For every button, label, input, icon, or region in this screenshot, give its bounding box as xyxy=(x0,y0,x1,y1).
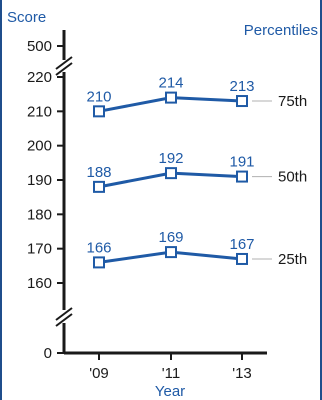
y-tick-label: 220 xyxy=(27,69,52,86)
y-tick-label: 190 xyxy=(27,172,52,189)
data-point-marker xyxy=(93,105,105,118)
data-point-marker xyxy=(165,246,177,259)
x-tick-label: '09 xyxy=(89,365,109,382)
data-label: 167 xyxy=(229,236,254,253)
x-tick-label: '11 xyxy=(162,365,180,382)
series-0: 210 214 213 75th xyxy=(86,75,307,118)
break-slash xyxy=(55,62,73,76)
y-tick-label: 200 xyxy=(27,138,52,155)
x-tick-label: '13 xyxy=(232,365,252,382)
y-tick-label: 170 xyxy=(27,241,52,258)
y-tick-label: 0 xyxy=(44,345,52,362)
data-label: 210 xyxy=(86,88,111,105)
y-axis-title: Score xyxy=(7,9,46,26)
axis-break-icon xyxy=(55,307,73,327)
y-tick-label: 500 xyxy=(27,38,52,55)
data-label: 214 xyxy=(158,75,183,92)
data-label: 166 xyxy=(86,239,111,256)
data-label: 188 xyxy=(86,164,111,181)
data-point-marker xyxy=(236,170,248,183)
y-tick-label: 180 xyxy=(27,206,52,223)
data-label: 191 xyxy=(229,154,254,171)
series-name-label: 75th xyxy=(278,93,307,110)
series-1: 188 192 191 50th xyxy=(86,150,307,193)
data-label: 169 xyxy=(158,229,183,246)
data-label: 213 xyxy=(229,78,254,95)
break-slash xyxy=(55,307,73,321)
data-point-marker xyxy=(93,256,105,269)
data-point-marker xyxy=(236,252,248,265)
series-layer: 210 214 213 75th 188 192 191 50th 166 169 167 25th xyxy=(86,75,307,269)
data-label: 192 xyxy=(158,150,183,167)
axes: 0 160 170 180 190 200 210 220 500 '09 '11 '13 xyxy=(27,30,267,382)
break-slash xyxy=(55,56,73,70)
x-axis-title: Year xyxy=(155,383,185,400)
series-2: 166 169 167 25th xyxy=(86,229,307,269)
axis-break-icon xyxy=(55,56,73,76)
data-point-marker xyxy=(165,91,177,104)
y-tick-label: 160 xyxy=(27,275,52,292)
data-point-marker xyxy=(165,167,177,180)
break-slash xyxy=(55,313,73,327)
data-point-marker xyxy=(93,180,105,193)
series-name-label: 50th xyxy=(278,169,307,186)
legend-title: Percentiles xyxy=(244,22,318,39)
y-tick-label: 210 xyxy=(27,103,52,120)
data-point-marker xyxy=(236,95,248,108)
series-name-label: 25th xyxy=(278,251,307,268)
